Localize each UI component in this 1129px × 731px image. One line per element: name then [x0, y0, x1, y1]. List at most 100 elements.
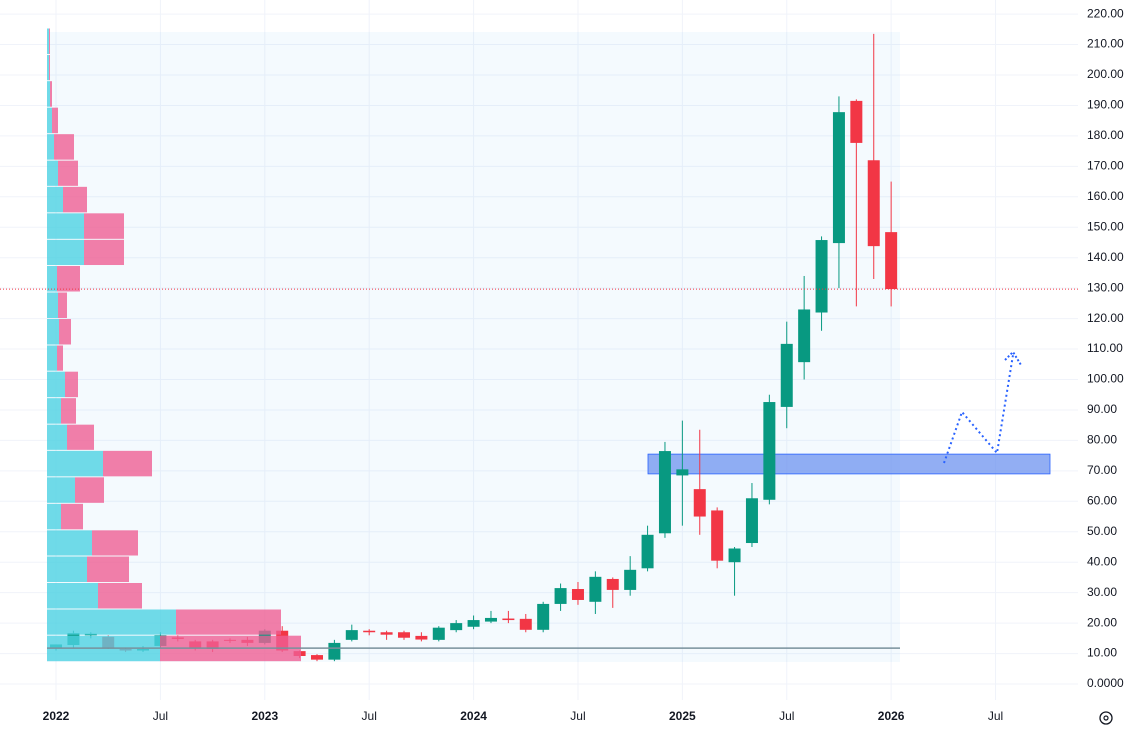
projection-arrowhead: [1004, 350, 1022, 366]
x-tick-label: 2022: [43, 709, 70, 723]
y-tick-label: 10.00: [1087, 646, 1117, 660]
profile-up-volume: [47, 556, 87, 583]
candle-body: [345, 630, 358, 640]
y-tick-label: 180.00: [1087, 128, 1124, 142]
candle-body: [606, 578, 619, 590]
x-tick-label: 2026: [878, 709, 905, 723]
profile-up-volume: [47, 107, 52, 134]
y-tick-label: 100.00: [1087, 372, 1124, 386]
candle-body: [780, 343, 793, 407]
x-tick-label: 2025: [669, 709, 696, 723]
profile-down-volume: [49, 54, 50, 81]
profile-up-volume: [47, 318, 59, 345]
profile-up-volume: [47, 424, 67, 450]
profile-down-volume: [61, 398, 76, 424]
y-tick-label: 80.00: [1087, 433, 1117, 447]
y-tick-label: 70.00: [1087, 463, 1117, 477]
y-tick-label: 40.00: [1087, 554, 1117, 568]
candle-body: [537, 603, 550, 630]
candle-body: [693, 489, 706, 517]
profile-down-volume: [49, 28, 50, 54]
candle-body: [571, 589, 584, 600]
profile-down-volume: [65, 371, 78, 398]
candle-body: [745, 498, 758, 544]
profile-up-volume: [47, 583, 98, 609]
profile-down-volume: [54, 134, 74, 160]
profile-down-volume: [57, 266, 80, 292]
profile-down-volume: [84, 213, 124, 239]
settings-icon[interactable]: [1099, 711, 1113, 725]
profile-up-volume: [47, 160, 58, 186]
candle-body: [798, 309, 811, 363]
settings-button[interactable]: [1099, 711, 1113, 725]
profile-up-volume: [47, 477, 75, 503]
y-tick-label: 120.00: [1087, 311, 1124, 325]
x-tick-label: 2024: [460, 709, 487, 723]
settings-icon-center[interactable]: [1103, 715, 1109, 721]
profile-up-volume: [47, 398, 61, 424]
y-tick-label: 220.00: [1087, 6, 1124, 20]
y-tick-label: 130.00: [1087, 280, 1124, 294]
candle-body: [850, 100, 863, 143]
y-tick-label: 170.00: [1087, 159, 1124, 173]
profile-down-volume: [61, 503, 83, 530]
candle-body: [397, 632, 410, 638]
profile-up-volume: [47, 213, 84, 239]
profile-range: [47, 32, 900, 662]
y-tick-label: 20.00: [1087, 615, 1117, 629]
candle-body: [519, 618, 532, 630]
profile-down-volume: [59, 318, 71, 345]
y-tick-label: 50.00: [1087, 524, 1117, 538]
candle-body: [676, 469, 689, 476]
candle-body: [432, 627, 445, 640]
candle-body: [380, 632, 393, 635]
x-tick-label: Jul: [779, 709, 794, 723]
y-tick-label: 150.00: [1087, 219, 1124, 233]
candle-body: [363, 630, 376, 633]
profile-down-volume: [58, 292, 67, 318]
profile-down-volume: [67, 424, 94, 450]
profile-down-volume: [58, 160, 78, 186]
profile-down-volume: [103, 450, 152, 477]
y-tick-label: 60.00: [1087, 493, 1117, 507]
candle-body: [328, 642, 341, 660]
candle-body: [450, 623, 463, 631]
y-tick-label: 110.00: [1087, 341, 1123, 355]
plot: [0, 28, 1078, 662]
profile-up-volume: [47, 450, 103, 477]
candle-body: [641, 534, 654, 569]
candle-body: [502, 618, 515, 621]
profile-down-volume: [87, 556, 129, 583]
profile-up-volume: [47, 292, 58, 318]
profile-down-volume: [57, 345, 63, 371]
profile-up-volume: [47, 371, 65, 398]
candle-body: [832, 112, 845, 244]
profile-up-volume: [47, 134, 54, 160]
y-tick-label: 210.00: [1087, 37, 1124, 51]
x-tick-label: 2023: [251, 709, 278, 723]
profile-down-volume: [92, 530, 138, 556]
candle-body: [589, 576, 602, 602]
projection-arrow: [943, 354, 1014, 464]
x-tick-label: Jul: [570, 709, 585, 723]
profile-down-volume: [75, 477, 104, 503]
candle-body: [885, 232, 898, 290]
profile-up-volume: [47, 28, 49, 54]
profile-up-volume: [47, 503, 61, 530]
price-zone: [647, 453, 1051, 475]
candle-body: [467, 620, 480, 627]
candle-body: [415, 635, 428, 640]
y-tick-label: 90.00: [1087, 402, 1117, 416]
profile-down-volume: [176, 609, 281, 635]
candle-body: [554, 588, 567, 604]
profile-up-volume: [47, 239, 84, 266]
candle-body: [711, 510, 724, 561]
y-tick-label: 0.0000: [1087, 676, 1124, 690]
x-tick-label: Jul: [362, 709, 377, 723]
profile-down-volume: [50, 81, 52, 107]
candle-body: [867, 160, 880, 247]
profile-up-volume: [47, 609, 176, 635]
candle-body: [658, 451, 671, 534]
